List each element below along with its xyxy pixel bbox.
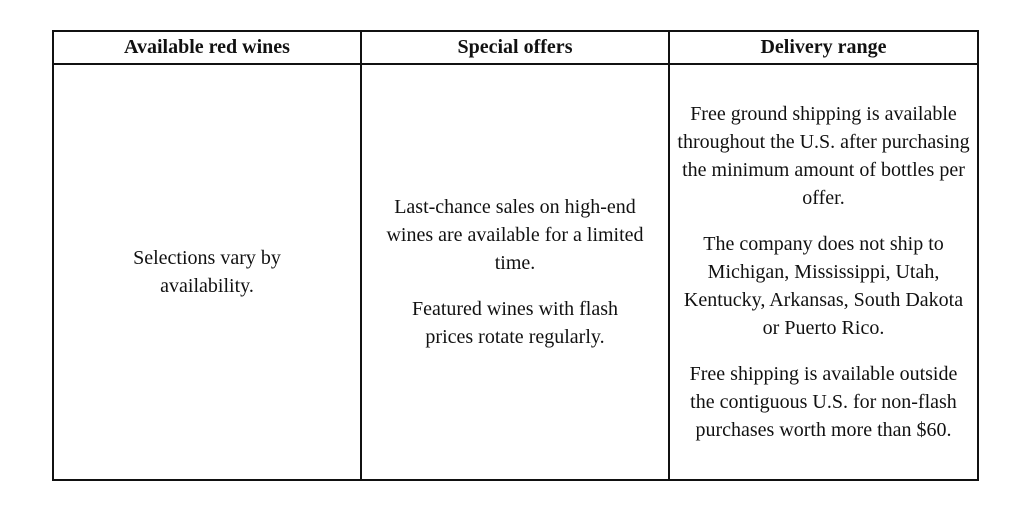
header-delivery-range: Delivery range [668,30,979,65]
wine-info-table: Available red wines Special offers Deliv… [52,30,979,481]
cell-paragraph: Free shipping is available outside the c… [689,363,958,441]
cell-available-red-wines: Selections vary by availability. [52,63,362,481]
cell-paragraph: Last-chance sales on high-end wines are … [386,196,644,274]
header-special-offers: Special offers [360,30,670,65]
cell-paragraph: The company does not ship to Michigan, M… [683,233,964,339]
header-available-red-wines: Available red wines [52,30,362,65]
cell-delivery-range: Free ground shipping is available throug… [668,63,979,481]
table-row: Selections vary by availability. Last-ch… [52,63,979,481]
cell-paragraph: Free ground shipping is available throug… [677,103,970,209]
cell-paragraph: Featured wines with flash prices rotate … [411,298,619,348]
header-row: Available red wines Special offers Deliv… [52,30,979,65]
cell-special-offers: Last-chance sales on high-end wines are … [360,63,670,481]
cell-paragraph: Selections vary by availability. [133,247,281,297]
